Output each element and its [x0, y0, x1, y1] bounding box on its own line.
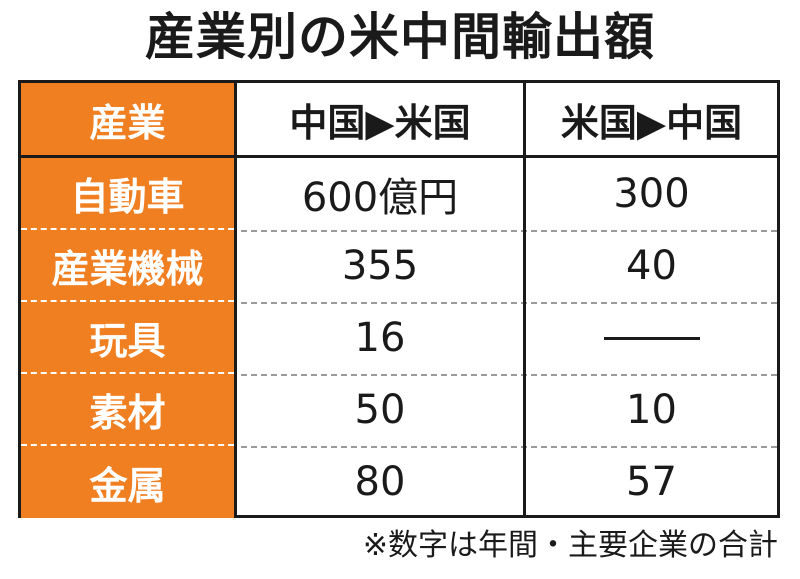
- header-industry: 産業: [21, 83, 234, 155]
- us-to-cn-cell: 57: [523, 446, 777, 518]
- cn-to-us-cell: 600億円: [234, 158, 523, 230]
- industry-cell: 産業機械: [21, 230, 234, 302]
- chart-title: 産業別の米中間輸出額: [145, 8, 655, 66]
- table-row: 金属 80 57: [21, 446, 777, 518]
- export-table: 産業 中国▶米国 米国▶中国 自動車 600億円 300 産業機械 355 40…: [18, 80, 780, 518]
- cn-to-us-cell: 16: [234, 302, 523, 374]
- table-header-row: 産業 中国▶米国 米国▶中国: [21, 83, 777, 158]
- industry-cell: 自動車: [21, 158, 234, 230]
- table-row: 玩具 16: [21, 302, 777, 376]
- us-to-cn-cell: 300: [523, 158, 777, 230]
- header-us-to-china: 米国▶中国: [523, 83, 777, 155]
- cn-to-us-cell: 50: [234, 374, 523, 446]
- no-value-dash: [603, 336, 700, 340]
- industry-cell: 素材: [21, 374, 234, 446]
- us-to-cn-cell: 40: [523, 230, 777, 302]
- footnote: ※数字は年間・主要企業の合計: [362, 528, 778, 563]
- header-china-to-us: 中国▶米国: [234, 83, 523, 155]
- us-to-cn-cell: 10: [523, 374, 777, 446]
- cn-to-us-cell: 80: [234, 446, 523, 518]
- table-row: 自動車 600億円 300: [21, 158, 777, 232]
- industry-cell: 金属: [21, 446, 234, 518]
- table-row: 素材 50 10: [21, 374, 777, 448]
- cn-to-us-cell: 355: [234, 230, 523, 302]
- industry-cell: 玩具: [21, 302, 234, 374]
- us-to-cn-cell: [523, 302, 777, 374]
- table-row: 産業機械 355 40: [21, 230, 777, 304]
